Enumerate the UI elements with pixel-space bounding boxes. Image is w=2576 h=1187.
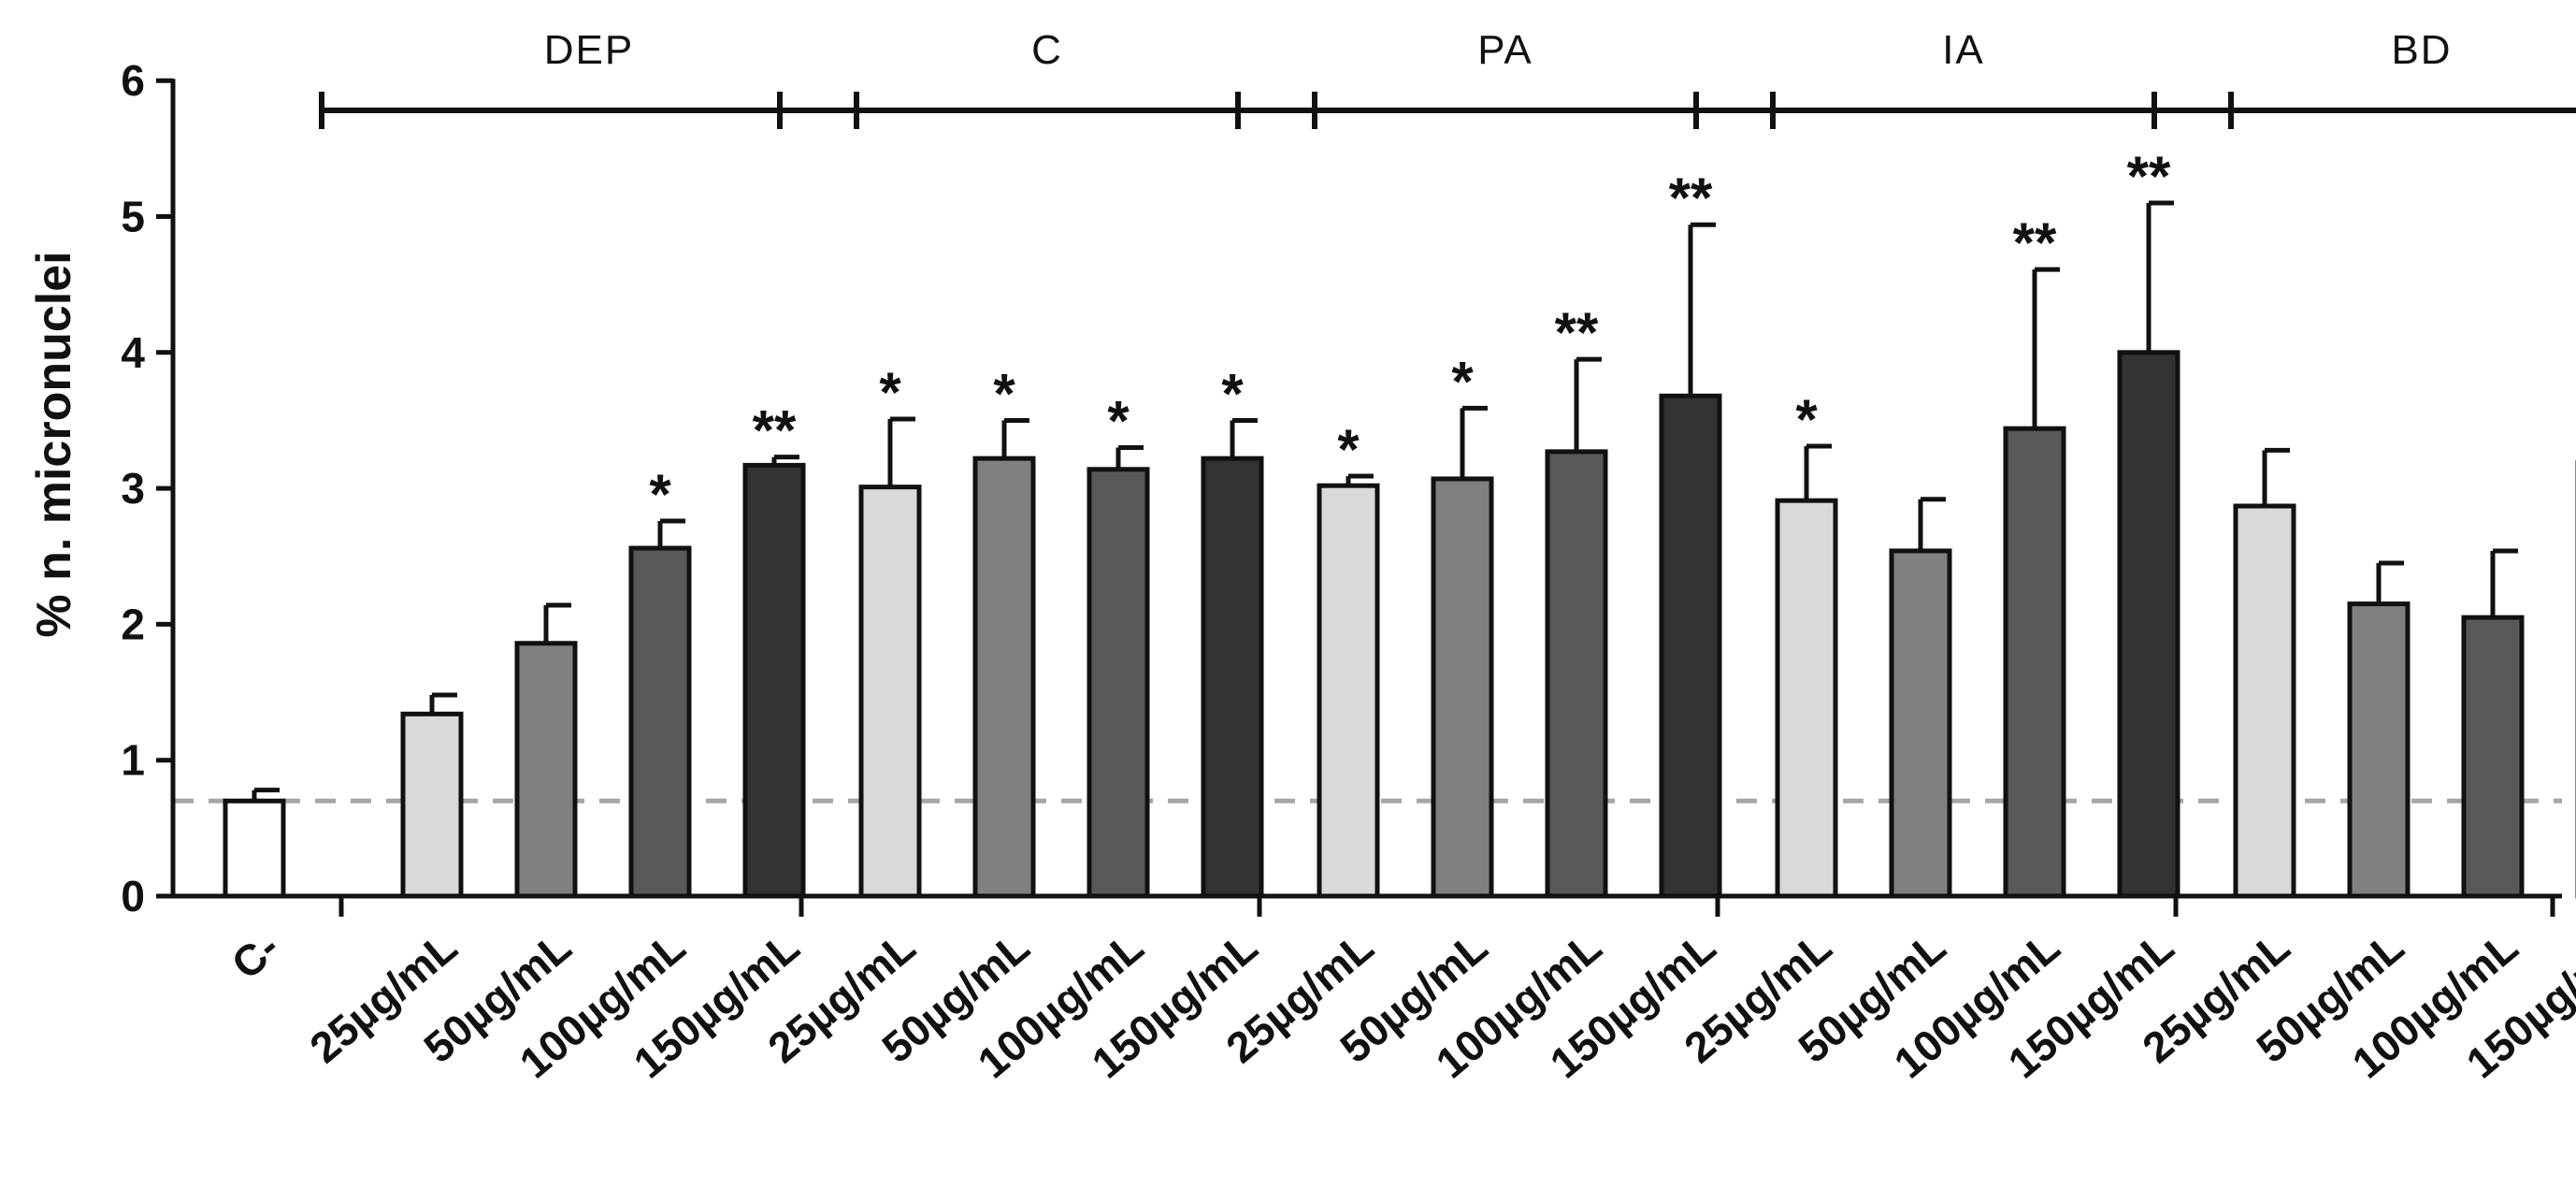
significance-mark: * bbox=[1795, 388, 1818, 451]
bar-pa-0 bbox=[1317, 483, 1380, 899]
y-tick-label: 0 bbox=[121, 872, 145, 920]
group-label-dep: DEP bbox=[544, 27, 634, 73]
group-label-ia: IA bbox=[1942, 27, 1985, 73]
y-tick-label: 4 bbox=[121, 328, 145, 377]
bar-dep-3 bbox=[742, 462, 806, 899]
group-label-pa: PA bbox=[1477, 27, 1533, 73]
group-label-c: C bbox=[1031, 27, 1063, 73]
bar-ia-1 bbox=[1889, 548, 1952, 899]
y-tick-label: 2 bbox=[121, 600, 145, 648]
bar-pa-2 bbox=[1545, 449, 1608, 899]
significance-mark: * bbox=[1107, 390, 1130, 453]
bar-c-1 bbox=[972, 456, 1036, 899]
y-tick-label: 1 bbox=[121, 736, 145, 785]
bar-bd-0 bbox=[2233, 503, 2296, 899]
group-label-bd: BD bbox=[2391, 27, 2452, 73]
significance-mark: ** bbox=[1669, 166, 1713, 229]
significance-mark: * bbox=[1221, 362, 1244, 425]
significance-mark: ** bbox=[2013, 211, 2057, 274]
bar-ia-0 bbox=[1775, 498, 1838, 899]
bar-ia-2 bbox=[2003, 426, 2066, 899]
x-tick-label-control: C- bbox=[223, 922, 289, 989]
significance-mark: * bbox=[879, 361, 901, 424]
bar-control bbox=[223, 798, 286, 899]
bar-dep-0 bbox=[400, 711, 464, 899]
bar-pa-3 bbox=[1659, 393, 1722, 899]
bar-c-0 bbox=[858, 485, 922, 899]
y-axis-label: % n. micronuclei bbox=[27, 251, 81, 637]
y-tick-label: 6 bbox=[121, 56, 145, 105]
significance-mark: ** bbox=[2127, 145, 2171, 208]
significance-mark: * bbox=[1451, 350, 1474, 413]
significance-mark: * bbox=[1337, 418, 1360, 481]
bar-c-2 bbox=[1087, 467, 1150, 899]
significance-mark: * bbox=[993, 362, 1015, 425]
significance-mark: ** bbox=[753, 399, 797, 462]
significance-mark: ** bbox=[1555, 301, 1599, 364]
bar-bd-2 bbox=[2461, 615, 2525, 899]
y-tick-label: 5 bbox=[121, 193, 145, 241]
bar-dep-1 bbox=[514, 641, 578, 899]
y-tick-label: 3 bbox=[121, 464, 145, 513]
bar-pa-1 bbox=[1431, 476, 1494, 899]
bar-bd-1 bbox=[2347, 601, 2411, 899]
bar-ia-3 bbox=[2117, 350, 2180, 899]
bar-c-3 bbox=[1201, 456, 1264, 899]
bar-dep-2 bbox=[628, 545, 692, 899]
significance-mark: * bbox=[649, 463, 671, 526]
